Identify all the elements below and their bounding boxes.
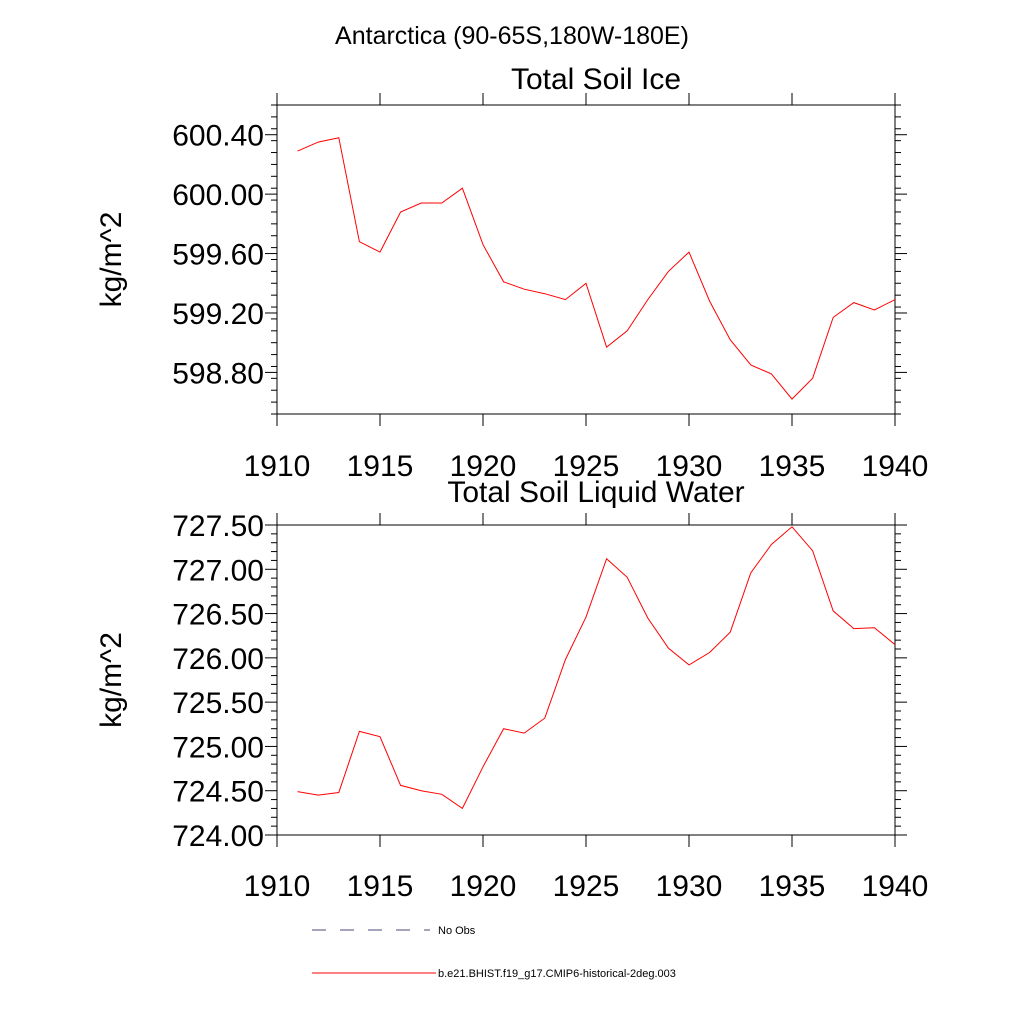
y-tick-label: 726.00 bbox=[172, 643, 264, 676]
plot-frame bbox=[276, 104, 896, 415]
x-tick-label: 1940 bbox=[862, 450, 929, 483]
series-line bbox=[297, 526, 896, 810]
figure-suptitle: Antarctica (90-65S,180W-180E) bbox=[335, 22, 689, 50]
y-tick-label: 726.50 bbox=[172, 599, 264, 632]
legend-label-model-run: b.e21.BHIST.f19_g17.CMIP6-historical-2de… bbox=[438, 968, 676, 980]
chart-panel-soil-liquid-water: Total Soil Liquid Water 1910 1915 1920 1925 1… bbox=[95, 476, 928, 903]
x-tick-label: 1925 bbox=[553, 870, 620, 903]
series-line bbox=[297, 137, 896, 400]
x-tick-label: 1930 bbox=[656, 870, 723, 903]
y-axis-label: kg/m^2 bbox=[95, 632, 128, 728]
chart-title: Total Soil Ice bbox=[511, 63, 681, 96]
x-tick-label: 1925 bbox=[553, 450, 620, 483]
x-tick-label: 1915 bbox=[347, 450, 414, 483]
legend-label-no-obs: No Obs bbox=[438, 925, 476, 937]
y-tick-label: 598.80 bbox=[172, 357, 264, 390]
x-tick-label: 1910 bbox=[244, 450, 311, 483]
y-tick-label: 725.50 bbox=[172, 687, 264, 720]
y-tick-label: 599.60 bbox=[172, 239, 264, 272]
y-tick-label: 724.00 bbox=[172, 820, 264, 853]
x-tick-label: 1910 bbox=[244, 870, 311, 903]
y-tick-label: 725.00 bbox=[172, 731, 264, 764]
y-tick-label: 599.20 bbox=[172, 298, 264, 331]
x-tick-label: 1915 bbox=[347, 870, 414, 903]
plot-frame bbox=[276, 524, 896, 836]
x-tick-label: 1920 bbox=[450, 870, 517, 903]
x-tick-label: 1930 bbox=[656, 450, 723, 483]
x-tick-label: 1940 bbox=[862, 870, 929, 903]
y-tick-label: 600.00 bbox=[172, 179, 264, 212]
x-tick-label: 1935 bbox=[759, 870, 826, 903]
y-tick-label: 727.50 bbox=[172, 510, 264, 543]
x-tick-label: 1920 bbox=[450, 450, 517, 483]
legend: No Obs b.e21.BHIST.f19_g17.CMIP6-histori… bbox=[312, 925, 676, 980]
chart-panel-soil-ice: Total Soil Ice 1910 1915 1920 1925 1930 1935 19… bbox=[95, 63, 928, 483]
y-tick-label: 727.00 bbox=[172, 554, 264, 587]
x-tick-label: 1935 bbox=[759, 450, 826, 483]
y-tick-label: 600.40 bbox=[172, 120, 264, 153]
chart-title: Total Soil Liquid Water bbox=[447, 476, 744, 509]
y-tick-label: 724.50 bbox=[172, 776, 264, 809]
y-axis-label: kg/m^2 bbox=[95, 212, 128, 308]
